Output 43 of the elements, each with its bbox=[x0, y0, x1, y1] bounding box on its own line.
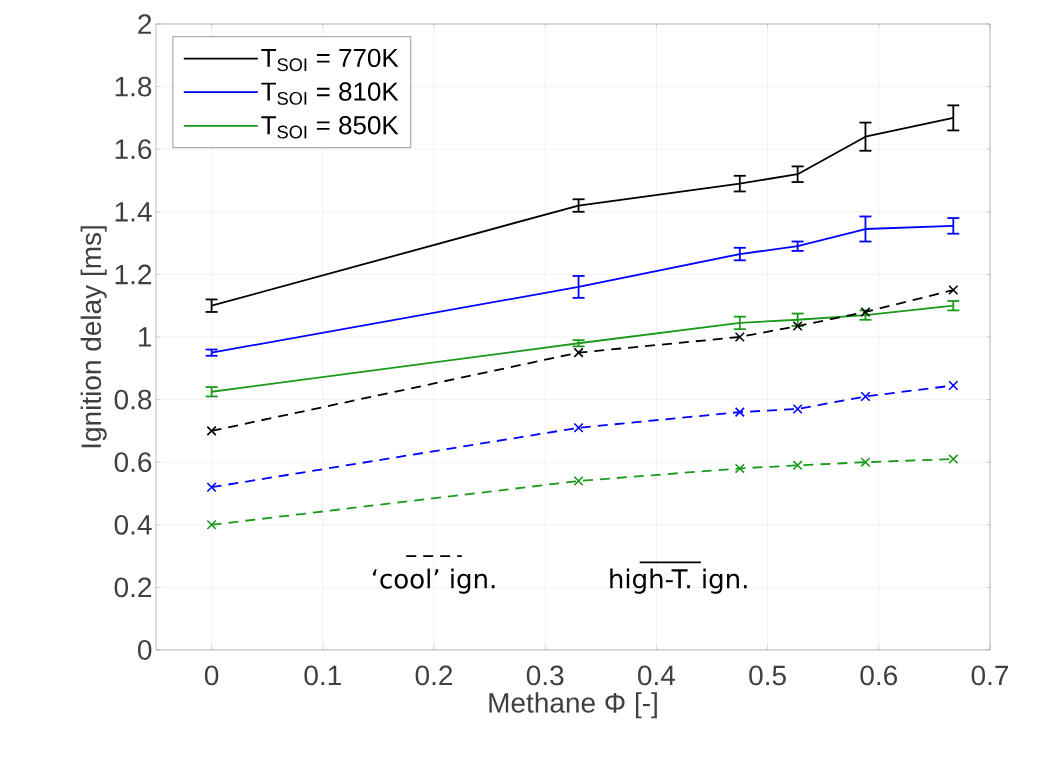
y-tick-label: 1.4 bbox=[115, 202, 152, 222]
x-tick-label: 0.1 bbox=[304, 665, 341, 686]
y-tick-label: 1.6 bbox=[115, 139, 152, 160]
y-tick-label: 0.6 bbox=[114, 452, 152, 473]
point bbox=[206, 519, 217, 530]
x-tick-label: 0.4 bbox=[638, 665, 676, 686]
point bbox=[573, 347, 584, 358]
point bbox=[860, 306, 871, 317]
point bbox=[573, 422, 584, 433]
annotation: ‘cool’ ign. bbox=[372, 568, 495, 594]
point bbox=[734, 407, 745, 418]
y-tick-label: 0.2 bbox=[114, 577, 152, 598]
x-tick-label: 0.3 bbox=[526, 665, 564, 686]
x-tick-label: 0.2 bbox=[415, 665, 453, 686]
point bbox=[206, 482, 217, 493]
x-tick-label: 0 bbox=[204, 665, 219, 686]
point bbox=[948, 454, 959, 465]
y-tick-label: 0 bbox=[138, 640, 152, 660]
x-tick-label: 0.5 bbox=[749, 665, 786, 686]
point bbox=[734, 331, 745, 343]
point bbox=[792, 460, 803, 471]
point bbox=[948, 380, 959, 391]
y-tick-label: 1.2 bbox=[115, 264, 152, 285]
x-axis-title: Methane Φ [-] bbox=[489, 692, 657, 719]
annotation: high-T. ign. bbox=[610, 568, 747, 594]
y-tick-label: 0.4 bbox=[114, 514, 152, 535]
point bbox=[860, 391, 871, 402]
point bbox=[734, 463, 745, 474]
y-tick-label: 1.8 bbox=[115, 76, 152, 97]
y-tick-label: 1 bbox=[139, 327, 152, 347]
y-tick-label: 0.8 bbox=[114, 389, 152, 410]
point bbox=[792, 403, 803, 415]
x-tick-label: 0.6 bbox=[860, 665, 898, 686]
point bbox=[206, 425, 217, 436]
y-tick-label: 2 bbox=[138, 14, 152, 34]
x-tick-label: 0.7 bbox=[971, 665, 1009, 686]
point bbox=[860, 457, 871, 468]
point bbox=[948, 285, 959, 296]
legend-label: T$_{SOI}$ = 850K bbox=[261, 116, 399, 139]
y-axis-title: Ignition delay [ms] bbox=[80, 226, 107, 448]
legend-label: T$_{SOI}$ = 770K bbox=[261, 48, 399, 72]
legend-label: T$_{SOI}$ = 810K bbox=[261, 82, 399, 105]
point bbox=[573, 475, 584, 487]
